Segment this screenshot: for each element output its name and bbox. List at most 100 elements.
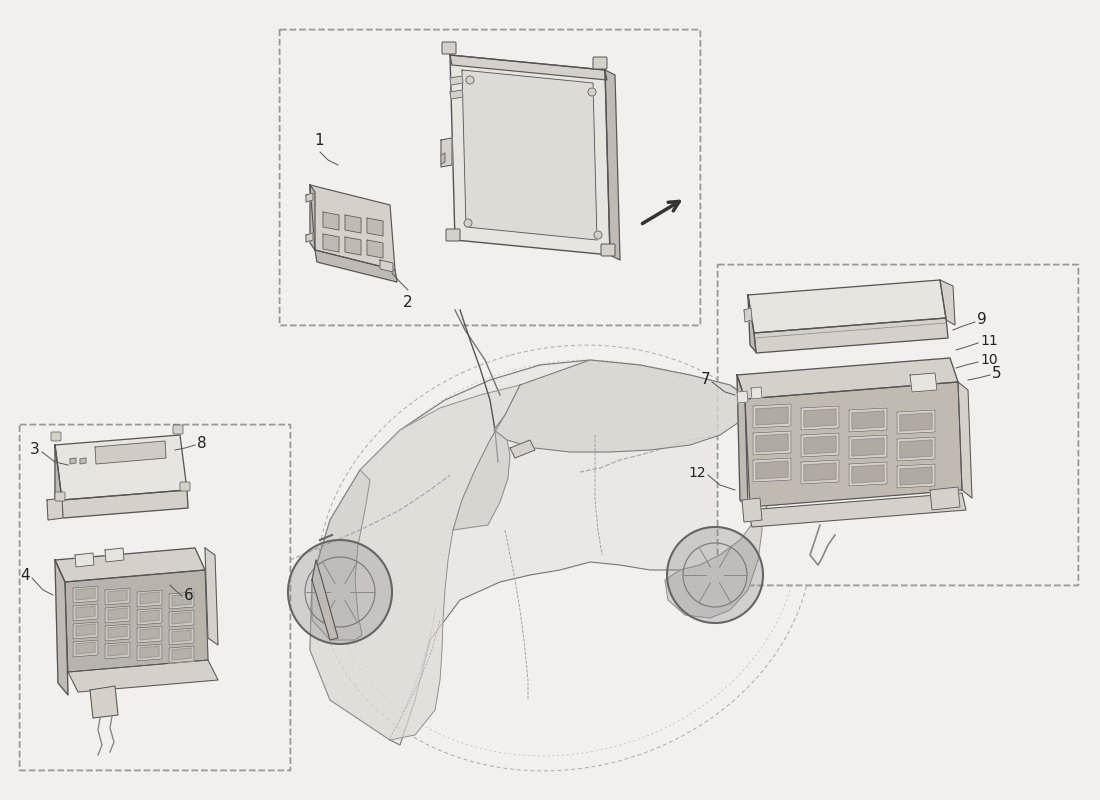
Polygon shape	[138, 608, 162, 625]
Polygon shape	[849, 462, 887, 486]
Polygon shape	[65, 570, 208, 672]
Polygon shape	[306, 193, 313, 202]
Text: 6: 6	[184, 589, 194, 603]
Polygon shape	[462, 70, 597, 240]
Polygon shape	[900, 440, 932, 458]
Polygon shape	[104, 624, 130, 641]
Text: 9: 9	[977, 313, 987, 327]
Polygon shape	[172, 612, 191, 624]
Polygon shape	[310, 360, 780, 745]
Polygon shape	[900, 413, 932, 431]
Polygon shape	[804, 436, 836, 454]
Polygon shape	[450, 76, 463, 85]
FancyBboxPatch shape	[51, 432, 60, 441]
Polygon shape	[169, 592, 194, 609]
FancyBboxPatch shape	[20, 425, 290, 770]
Polygon shape	[108, 644, 126, 656]
Polygon shape	[76, 642, 95, 654]
Polygon shape	[801, 460, 839, 484]
Polygon shape	[494, 360, 750, 452]
Polygon shape	[754, 318, 948, 353]
Polygon shape	[138, 626, 162, 643]
Polygon shape	[68, 660, 218, 692]
Polygon shape	[169, 628, 194, 645]
Polygon shape	[958, 382, 972, 498]
Polygon shape	[73, 640, 98, 657]
Polygon shape	[55, 435, 187, 500]
Text: 1: 1	[315, 133, 323, 148]
Polygon shape	[742, 498, 762, 522]
Text: 10: 10	[980, 353, 998, 367]
Polygon shape	[896, 437, 935, 461]
Polygon shape	[756, 461, 788, 479]
Polygon shape	[852, 465, 884, 483]
Polygon shape	[312, 470, 370, 640]
Circle shape	[588, 88, 596, 96]
Polygon shape	[169, 646, 194, 663]
Polygon shape	[140, 592, 159, 604]
Circle shape	[667, 527, 763, 623]
Text: 8: 8	[197, 435, 207, 450]
FancyBboxPatch shape	[446, 229, 460, 241]
Text: 11: 11	[980, 334, 998, 348]
Text: 5: 5	[992, 366, 1002, 381]
Polygon shape	[108, 590, 126, 602]
Polygon shape	[70, 458, 76, 464]
Polygon shape	[205, 548, 218, 645]
Polygon shape	[801, 433, 839, 457]
FancyBboxPatch shape	[173, 425, 183, 434]
Polygon shape	[345, 215, 361, 233]
Polygon shape	[748, 280, 946, 333]
Polygon shape	[75, 553, 94, 567]
Polygon shape	[169, 610, 194, 627]
Polygon shape	[104, 548, 124, 562]
Polygon shape	[90, 686, 118, 718]
Polygon shape	[748, 295, 756, 352]
Polygon shape	[138, 590, 162, 607]
Polygon shape	[666, 500, 762, 618]
Polygon shape	[73, 604, 98, 621]
Polygon shape	[172, 594, 191, 606]
Polygon shape	[910, 373, 937, 392]
Polygon shape	[756, 407, 788, 425]
Polygon shape	[310, 185, 395, 270]
Polygon shape	[896, 410, 935, 434]
Polygon shape	[441, 138, 452, 167]
FancyBboxPatch shape	[55, 492, 65, 501]
Polygon shape	[896, 464, 935, 488]
Polygon shape	[453, 415, 510, 530]
Polygon shape	[95, 441, 166, 464]
Polygon shape	[104, 642, 130, 659]
Polygon shape	[852, 411, 884, 429]
Circle shape	[466, 76, 474, 84]
Polygon shape	[315, 250, 397, 282]
FancyBboxPatch shape	[180, 482, 190, 491]
Polygon shape	[76, 606, 95, 618]
Polygon shape	[310, 385, 520, 740]
Polygon shape	[930, 487, 960, 510]
Polygon shape	[748, 493, 966, 527]
Polygon shape	[737, 375, 748, 510]
FancyBboxPatch shape	[717, 265, 1078, 586]
Polygon shape	[804, 409, 836, 427]
Polygon shape	[55, 560, 68, 695]
Polygon shape	[76, 588, 95, 600]
Polygon shape	[605, 70, 620, 260]
FancyBboxPatch shape	[279, 30, 701, 326]
Polygon shape	[852, 438, 884, 456]
Polygon shape	[310, 185, 315, 250]
Polygon shape	[138, 644, 162, 661]
Polygon shape	[737, 358, 958, 399]
Polygon shape	[756, 434, 788, 452]
Polygon shape	[804, 463, 836, 481]
Polygon shape	[754, 458, 791, 482]
Text: 4: 4	[21, 567, 30, 582]
FancyBboxPatch shape	[442, 42, 456, 54]
Polygon shape	[73, 622, 98, 639]
Polygon shape	[367, 218, 383, 236]
Polygon shape	[737, 391, 748, 403]
Polygon shape	[751, 387, 762, 399]
Polygon shape	[323, 212, 339, 230]
Polygon shape	[108, 608, 126, 620]
Polygon shape	[510, 440, 535, 458]
